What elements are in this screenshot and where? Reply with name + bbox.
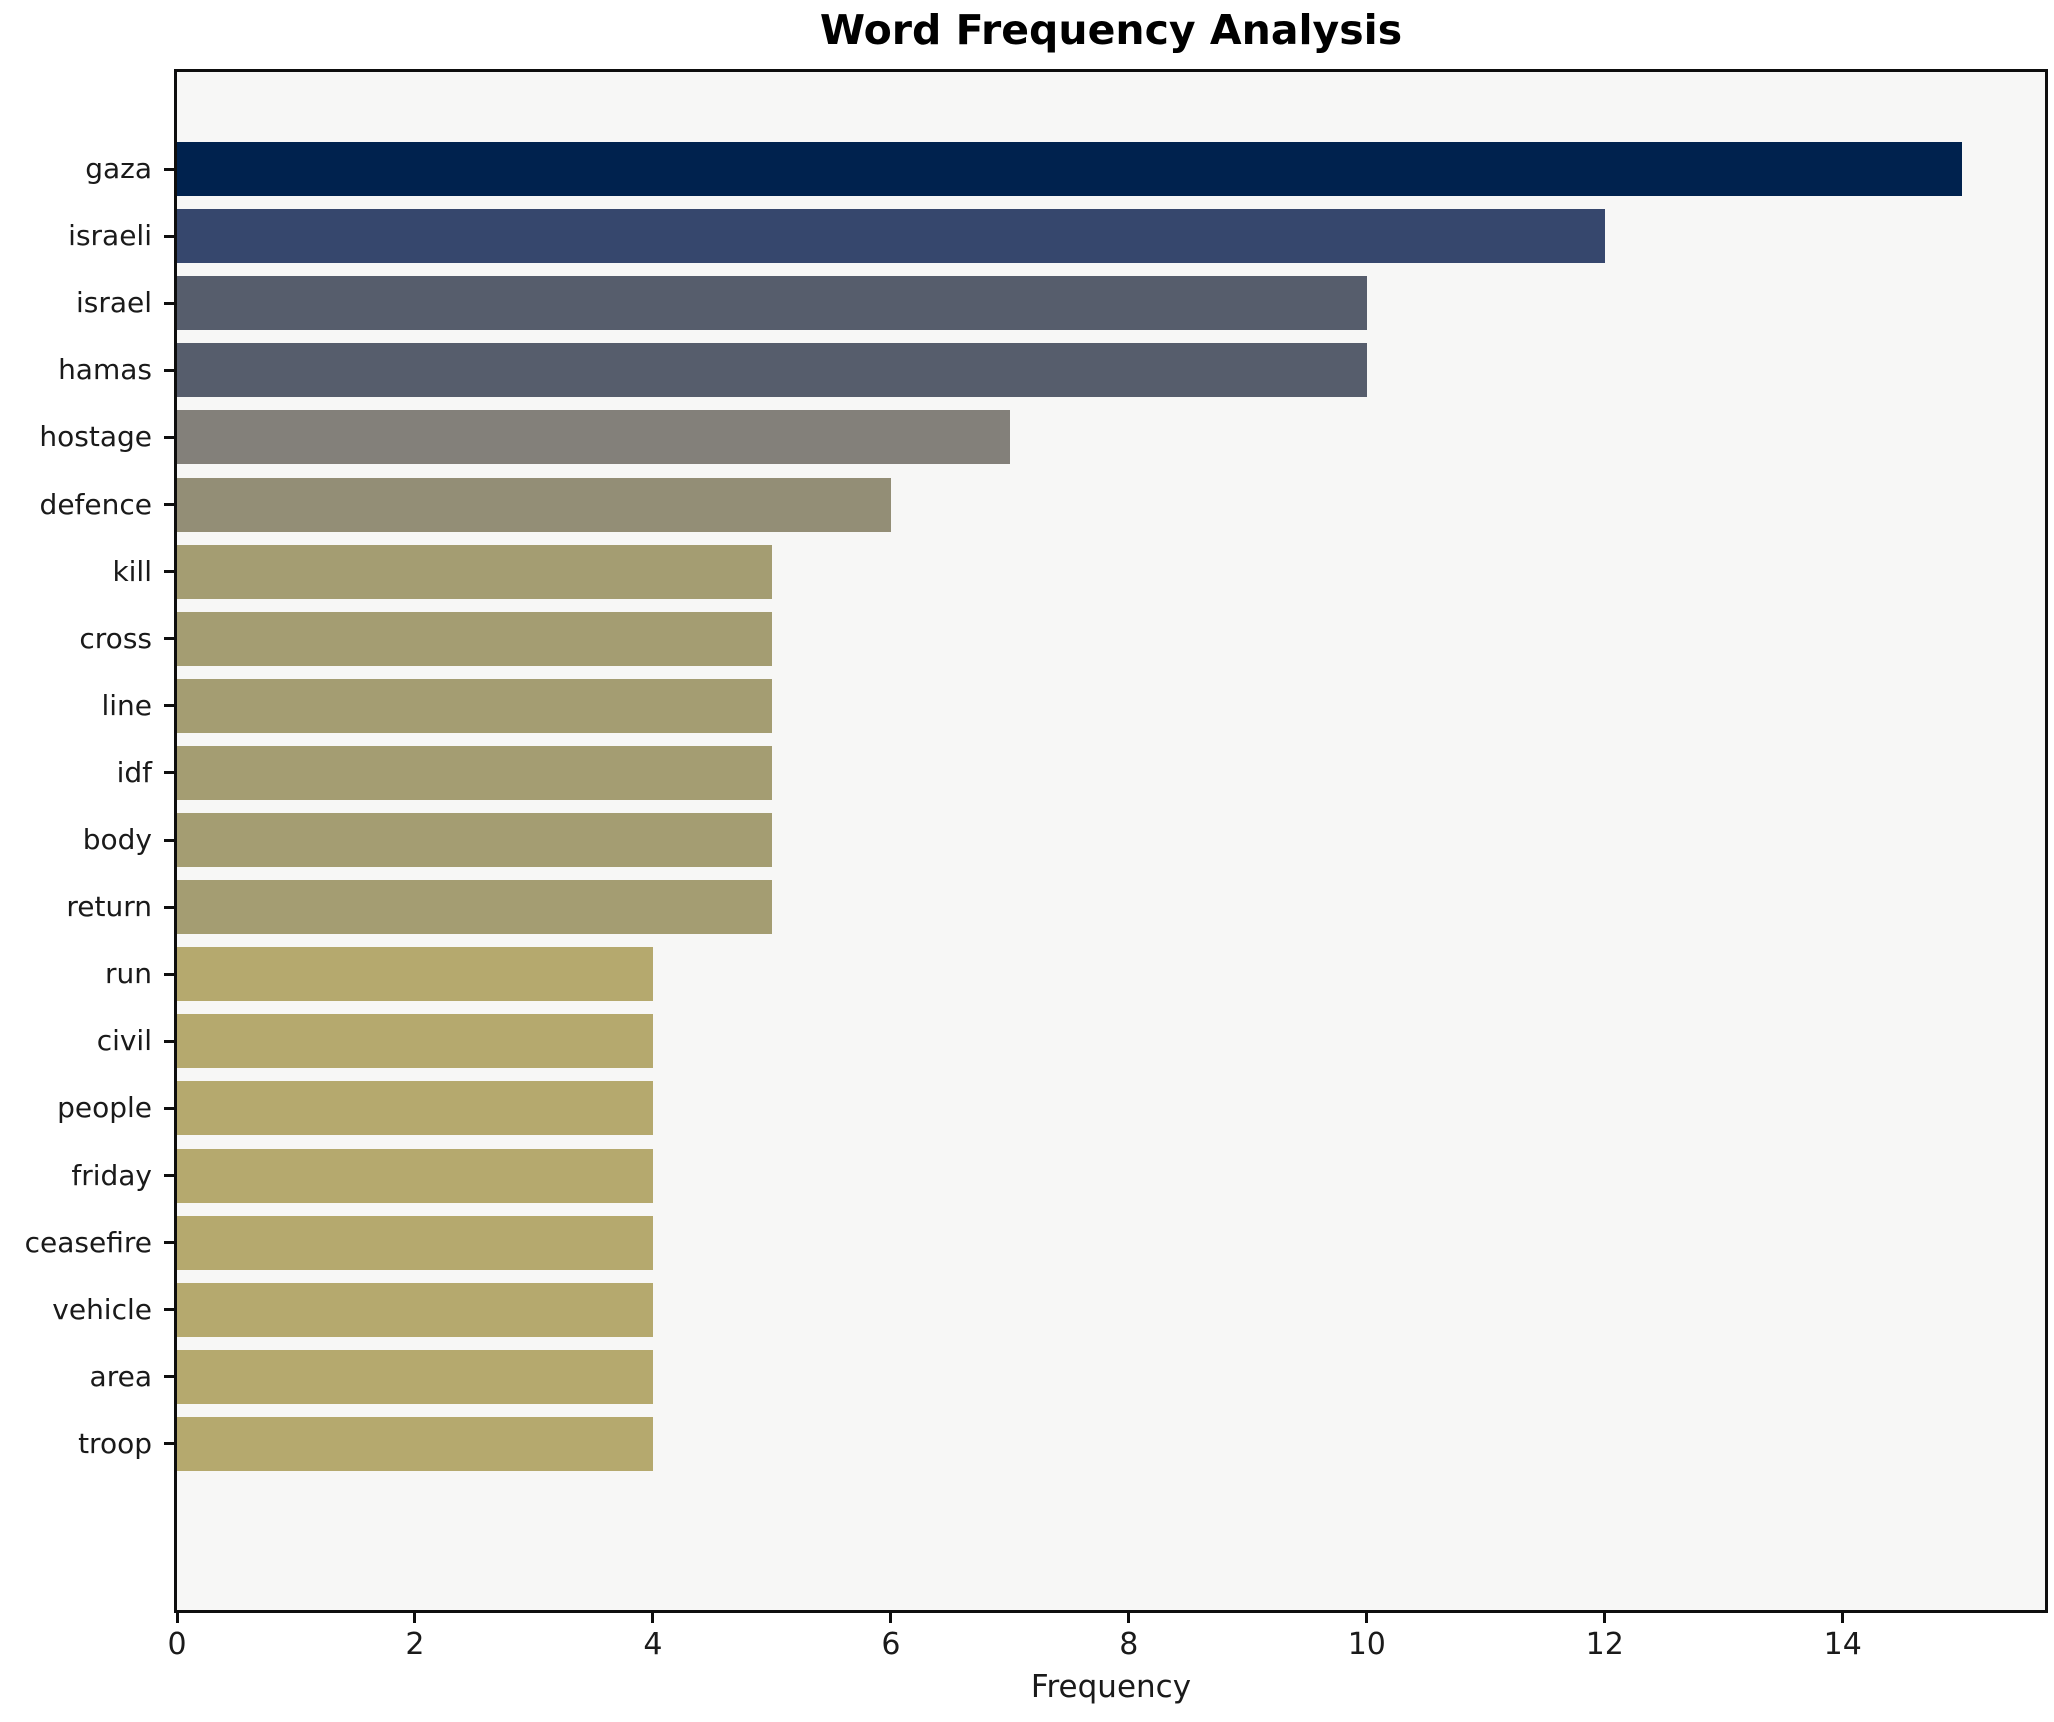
x-tick-mark xyxy=(413,1613,417,1623)
x-tick-mark xyxy=(1127,1613,1131,1623)
y-tick-mark xyxy=(164,1174,174,1177)
x-tick-label-12: 12 xyxy=(1585,1627,1624,1662)
y-tick-label-civil: civil xyxy=(96,1024,152,1058)
x-tick-label-10: 10 xyxy=(1347,1627,1386,1662)
x-tick-mark xyxy=(1841,1613,1845,1623)
bar-hamas xyxy=(177,343,1367,398)
bar-civil xyxy=(177,1014,653,1069)
bar-hostage xyxy=(177,410,1010,465)
y-tick-mark xyxy=(164,1308,174,1312)
y-tick-label-hostage: hostage xyxy=(39,420,152,454)
x-tick-mark xyxy=(175,1613,179,1623)
y-tick-label-area: area xyxy=(89,1359,152,1393)
y-tick-label-ceasefire: ceasefire xyxy=(24,1225,152,1259)
bar-people xyxy=(177,1081,653,1136)
bar-gaza xyxy=(177,142,1962,196)
y-tick-mark xyxy=(164,1375,174,1379)
y-tick-mark xyxy=(164,1241,174,1245)
y-tick-label-cross: cross xyxy=(79,621,152,655)
x-axis-label: Frequency xyxy=(1030,1669,1192,1705)
x-tick-label-8: 8 xyxy=(1119,1627,1139,1662)
bar-cross xyxy=(177,611,772,666)
y-tick-label-people: people xyxy=(57,1091,152,1125)
y-tick-label-vehicle: vehicle xyxy=(52,1292,152,1326)
bar-idf xyxy=(177,745,772,800)
x-tick-mark xyxy=(1603,1613,1607,1623)
y-tick-label-kill: kill xyxy=(112,554,152,588)
bar-vehicle xyxy=(177,1282,653,1337)
bar-ceasefire xyxy=(177,1215,653,1270)
x-tick-mark xyxy=(1365,1613,1369,1623)
bar-israeli xyxy=(177,209,1605,264)
x-tick-label-4: 4 xyxy=(643,1627,663,1662)
y-tick-mark xyxy=(164,1039,174,1043)
y-tick-mark xyxy=(164,637,174,641)
x-tick-label-0: 0 xyxy=(167,1627,187,1662)
y-tick-mark xyxy=(164,972,174,976)
x-tick-mark xyxy=(889,1613,893,1623)
y-tick-mark xyxy=(164,570,174,574)
y-tick-label-friday: friday xyxy=(71,1158,152,1192)
plot-area: gaza israeli israel hamas hostage defence kill… xyxy=(25,69,2048,1660)
bar-friday xyxy=(177,1148,653,1203)
y-tick-mark xyxy=(164,905,174,909)
y-tick-label-body: body xyxy=(82,823,152,856)
y-tick-mark xyxy=(164,503,174,506)
x-tick-label-2: 2 xyxy=(405,1627,425,1662)
bar-line xyxy=(177,678,772,733)
y-tick-mark xyxy=(164,1106,174,1110)
y-tick-label-return: return xyxy=(66,890,152,924)
y-tick-label-run: run xyxy=(104,957,152,991)
bar-body xyxy=(177,813,772,867)
y-tick-label-israel: israel xyxy=(75,286,152,320)
y-tick-mark xyxy=(164,167,174,171)
bar-return xyxy=(177,880,772,935)
y-tick-mark xyxy=(164,771,174,775)
bar-kill xyxy=(177,544,772,599)
y-tick-label-idf: idf xyxy=(116,755,152,789)
y-tick-label-line: line xyxy=(101,688,152,722)
y-tick-mark xyxy=(164,838,174,842)
bar-defence xyxy=(177,477,891,532)
bar-run xyxy=(177,947,653,1002)
y-tick-mark xyxy=(164,368,174,372)
y-tick-mark xyxy=(164,234,174,238)
y-tick-mark xyxy=(164,1442,174,1446)
y-tick-label-israeli: israeli xyxy=(68,219,152,253)
y-tick-label-gaza: gaza xyxy=(85,152,152,185)
bar-area xyxy=(177,1349,653,1404)
y-tick-label-troop: troop xyxy=(78,1426,152,1460)
bar-troop xyxy=(177,1416,653,1471)
chart-title: Word Frequency Analysis xyxy=(819,6,1403,54)
x-tick-label-6: 6 xyxy=(881,1627,901,1662)
bar-israel xyxy=(177,276,1367,331)
y-tick-mark xyxy=(164,704,174,708)
y-tick-mark xyxy=(164,435,174,439)
x-tick-mark xyxy=(651,1613,655,1623)
x-tick-label-14: 14 xyxy=(1823,1627,1862,1662)
y-tick-mark xyxy=(164,301,174,305)
y-tick-label-hamas: hamas xyxy=(58,353,152,387)
y-tick-label-defence: defence xyxy=(39,487,152,521)
